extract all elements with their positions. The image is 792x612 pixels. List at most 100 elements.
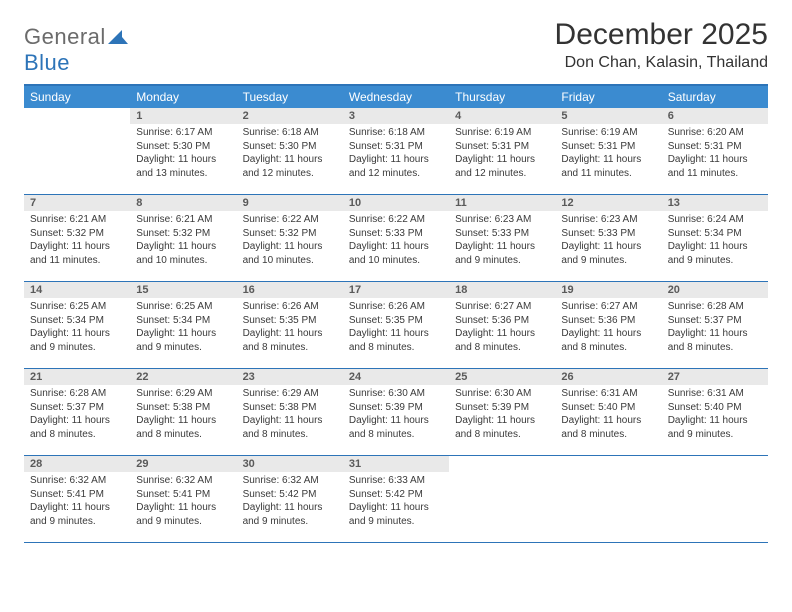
day-body: Sunrise: 6:25 AMSunset: 5:34 PMDaylight:… xyxy=(130,300,236,354)
day-number: 4 xyxy=(449,108,555,124)
day-body: Sunrise: 6:22 AMSunset: 5:33 PMDaylight:… xyxy=(343,213,449,267)
daylight-text: Daylight: 11 hours and 8 minutes. xyxy=(455,327,549,354)
day-cell: 12Sunrise: 6:23 AMSunset: 5:33 PMDayligh… xyxy=(555,195,661,281)
daylight-text: Daylight: 11 hours and 11 minutes. xyxy=(561,153,655,180)
sunset-text: Sunset: 5:34 PM xyxy=(136,314,230,328)
day-cell: 20 Sunrise: 6:28 AMSunset: 5:37 PMDayligh… xyxy=(662,282,768,368)
sunset-text: Sunset: 5:39 PM xyxy=(349,401,443,415)
weekday-header: Monday xyxy=(130,86,236,108)
day-body: Sunrise: 6:28 AMSunset: 5:37 PMDaylight:… xyxy=(662,300,768,354)
daylight-text: Daylight: 11 hours and 10 minutes. xyxy=(349,240,443,267)
day-cell: 23 Sunrise: 6:29 AMSunset: 5:38 PMDayligh… xyxy=(237,369,343,455)
sunset-text: Sunset: 5:34 PM xyxy=(668,227,762,241)
day-number: 25 xyxy=(449,369,555,385)
day-body: Sunrise: 6:22 AMSunset: 5:32 PMDaylight:… xyxy=(237,213,343,267)
day-cell: 14Sunrise: 6:25 AMSunset: 5:34 PMDayligh… xyxy=(24,282,130,368)
sunset-text: Sunset: 5:35 PM xyxy=(243,314,337,328)
day-cell: 29 Sunrise: 6:32 AMSunset: 5:41 PMDayligh… xyxy=(130,456,236,542)
day-cell: 5Sunrise: 6:19 AMSunset: 5:31 PMDaylight… xyxy=(555,108,661,194)
sunset-text: Sunset: 5:37 PM xyxy=(668,314,762,328)
sunset-text: Sunset: 5:41 PM xyxy=(136,488,230,502)
day-body: Sunrise: 6:30 AMSunset: 5:39 PMDaylight:… xyxy=(449,387,555,441)
sunrise-text: Sunrise: 6:29 AM xyxy=(243,387,337,401)
day-number: 1 xyxy=(130,108,236,124)
day-cell xyxy=(555,456,661,542)
sunrise-text: Sunrise: 6:33 AM xyxy=(349,474,443,488)
daylight-text: Daylight: 11 hours and 9 minutes. xyxy=(668,414,762,441)
sunrise-text: Sunrise: 6:19 AM xyxy=(561,126,655,140)
day-body: Sunrise: 6:29 AMSunset: 5:38 PMDaylight:… xyxy=(130,387,236,441)
sunset-text: Sunset: 5:32 PM xyxy=(136,227,230,241)
sunset-text: Sunset: 5:30 PM xyxy=(136,140,230,154)
day-cell: 6Sunrise: 6:20 AMSunset: 5:31 PMDaylight… xyxy=(662,108,768,194)
sunrise-text: Sunrise: 6:24 AM xyxy=(668,213,762,227)
sunset-text: Sunset: 5:36 PM xyxy=(455,314,549,328)
daylight-text: Daylight: 11 hours and 12 minutes. xyxy=(349,153,443,180)
logo-word-blue: Blue xyxy=(24,50,70,75)
week-row: 28Sunrise: 6:32 AMSunset: 5:41 PMDayligh… xyxy=(24,456,768,543)
day-number: 26 xyxy=(555,369,661,385)
location-subtitle: Don Chan, Kalasin, Thailand xyxy=(555,54,768,72)
weekday-header-row: Sunday Monday Tuesday Wednesday Thursday… xyxy=(24,86,768,108)
daylight-text: Daylight: 11 hours and 9 minutes. xyxy=(243,501,337,528)
sunrise-text: Sunrise: 6:23 AM xyxy=(561,213,655,227)
day-body: Sunrise: 6:24 AMSunset: 5:34 PMDaylight:… xyxy=(662,213,768,267)
sunset-text: Sunset: 5:35 PM xyxy=(349,314,443,328)
week-row: 21 Sunrise: 6:28 AMSunset: 5:37 PMDayligh… xyxy=(24,369,768,456)
day-body: Sunrise: 6:32 AMSunset: 5:41 PMDaylight:… xyxy=(130,474,236,528)
sunset-text: Sunset: 5:42 PM xyxy=(349,488,443,502)
sunset-text: Sunset: 5:31 PM xyxy=(668,140,762,154)
weeks-container: 1Sunrise: 6:17 AMSunset: 5:30 PMDaylight… xyxy=(24,108,768,543)
daylight-text: Daylight: 11 hours and 9 minutes. xyxy=(30,327,124,354)
day-number: 23 xyxy=(237,369,343,385)
month-title: December 2025 xyxy=(555,18,768,52)
daylight-text: Daylight: 11 hours and 10 minutes. xyxy=(136,240,230,267)
weekday-header: Sunday xyxy=(24,86,130,108)
sunset-text: Sunset: 5:33 PM xyxy=(349,227,443,241)
day-cell: 30Sunrise: 6:32 AMSunset: 5:42 PMDayligh… xyxy=(237,456,343,542)
day-number: 6 xyxy=(662,108,768,124)
daylight-text: Daylight: 11 hours and 9 minutes. xyxy=(561,240,655,267)
day-number: 2 xyxy=(237,108,343,124)
day-cell: 31Sunrise: 6:33 AMSunset: 5:42 PMDayligh… xyxy=(343,456,449,542)
day-cell xyxy=(449,456,555,542)
day-number: 20 xyxy=(662,282,768,298)
sunset-text: Sunset: 5:40 PM xyxy=(561,401,655,415)
day-body: Sunrise: 6:28 AMSunset: 5:37 PMDaylight:… xyxy=(24,387,130,441)
daylight-text: Daylight: 11 hours and 9 minutes. xyxy=(136,327,230,354)
day-cell: 22Sunrise: 6:29 AMSunset: 5:38 PMDayligh… xyxy=(130,369,236,455)
daylight-text: Daylight: 11 hours and 11 minutes. xyxy=(30,240,124,267)
sunset-text: Sunset: 5:38 PM xyxy=(136,401,230,415)
sunrise-text: Sunrise: 6:32 AM xyxy=(136,474,230,488)
sunset-text: Sunset: 5:40 PM xyxy=(668,401,762,415)
weekday-header: Saturday xyxy=(662,86,768,108)
day-number: 27 xyxy=(662,369,768,385)
daylight-text: Daylight: 11 hours and 13 minutes. xyxy=(136,153,230,180)
week-row: 14Sunrise: 6:25 AMSunset: 5:34 PMDayligh… xyxy=(24,282,768,369)
logo: General Blue xyxy=(24,18,128,76)
day-cell xyxy=(24,108,130,194)
daylight-text: Daylight: 11 hours and 8 minutes. xyxy=(668,327,762,354)
day-number: 21 xyxy=(24,369,130,385)
sunrise-text: Sunrise: 6:18 AM xyxy=(243,126,337,140)
day-number: 29 xyxy=(130,456,236,472)
day-body: Sunrise: 6:29 AMSunset: 5:38 PMDaylight:… xyxy=(237,387,343,441)
day-body: Sunrise: 6:32 AMSunset: 5:41 PMDaylight:… xyxy=(24,474,130,528)
daylight-text: Daylight: 11 hours and 12 minutes. xyxy=(243,153,337,180)
sunrise-text: Sunrise: 6:31 AM xyxy=(668,387,762,401)
sunrise-text: Sunrise: 6:28 AM xyxy=(668,300,762,314)
daylight-text: Daylight: 11 hours and 9 minutes. xyxy=(455,240,549,267)
daylight-text: Daylight: 11 hours and 8 minutes. xyxy=(561,327,655,354)
sunrise-text: Sunrise: 6:31 AM xyxy=(561,387,655,401)
weekday-header: Wednesday xyxy=(343,86,449,108)
sunset-text: Sunset: 5:33 PM xyxy=(455,227,549,241)
sunrise-text: Sunrise: 6:26 AM xyxy=(243,300,337,314)
day-cell: 10Sunrise: 6:22 AMSunset: 5:33 PMDayligh… xyxy=(343,195,449,281)
sunrise-text: Sunrise: 6:30 AM xyxy=(455,387,549,401)
logo-sail-icon xyxy=(108,24,128,49)
sunrise-text: Sunrise: 6:23 AM xyxy=(455,213,549,227)
daylight-text: Daylight: 11 hours and 8 minutes. xyxy=(30,414,124,441)
sunset-text: Sunset: 5:30 PM xyxy=(243,140,337,154)
week-row: 7Sunrise: 6:21 AMSunset: 5:32 PMDaylight… xyxy=(24,195,768,282)
sunset-text: Sunset: 5:31 PM xyxy=(349,140,443,154)
